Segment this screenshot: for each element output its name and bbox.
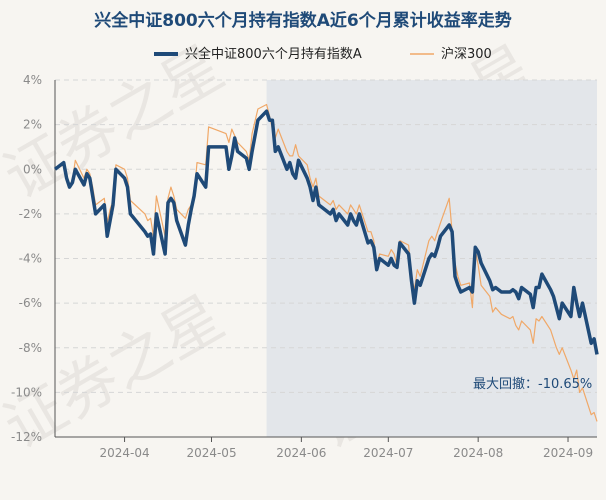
legend-label-fund: 兴全中证800六个月持有指数A <box>185 46 362 62</box>
x-tick-label: 2024-06 <box>276 446 326 460</box>
y-tick-label: 2% <box>23 118 42 132</box>
y-tick-label: -4% <box>19 252 42 266</box>
y-axis-ticks: 4% 2% 0% -2% -4% -6% -8% -10% -12% <box>11 73 42 444</box>
y-tick-label: 4% <box>23 73 42 87</box>
x-tick-label: 2024-04 <box>99 446 149 460</box>
legend-label-index: 沪深300 <box>441 46 492 62</box>
x-tick-label: 2024-05 <box>186 446 236 460</box>
legend: 兴全中证800六个月持有指数A 沪深300 <box>154 46 492 62</box>
x-axis-ticks: 2024-04 2024-05 2024-06 2024-07 2024-08 2024-… <box>99 437 593 460</box>
y-tick-label: -2% <box>19 207 42 221</box>
x-tick-label: 2024-09 <box>543 446 593 460</box>
chart-title: 兴全中证800六个月持有指数A近6个月累计收益率走势 <box>94 10 511 31</box>
max-drawdown-value: -10.65% <box>538 377 592 392</box>
y-tick-label: 0% <box>23 162 42 176</box>
y-tick-label: -10% <box>11 385 42 399</box>
series-line-index <box>54 103 598 422</box>
series-layer <box>53 103 599 422</box>
y-tick-label: -12% <box>11 430 42 444</box>
x-tick-label: 2024-08 <box>453 446 503 460</box>
series-line-fund <box>53 109 599 355</box>
y-tick-label: -8% <box>19 341 42 355</box>
y-tick-label: -6% <box>19 296 42 310</box>
max-drawdown-label: 最大回撤： <box>473 376 538 392</box>
max-drawdown-annotation: 最大回撤：-10.65% <box>473 376 592 392</box>
x-tick-label: 2024-07 <box>363 446 413 460</box>
